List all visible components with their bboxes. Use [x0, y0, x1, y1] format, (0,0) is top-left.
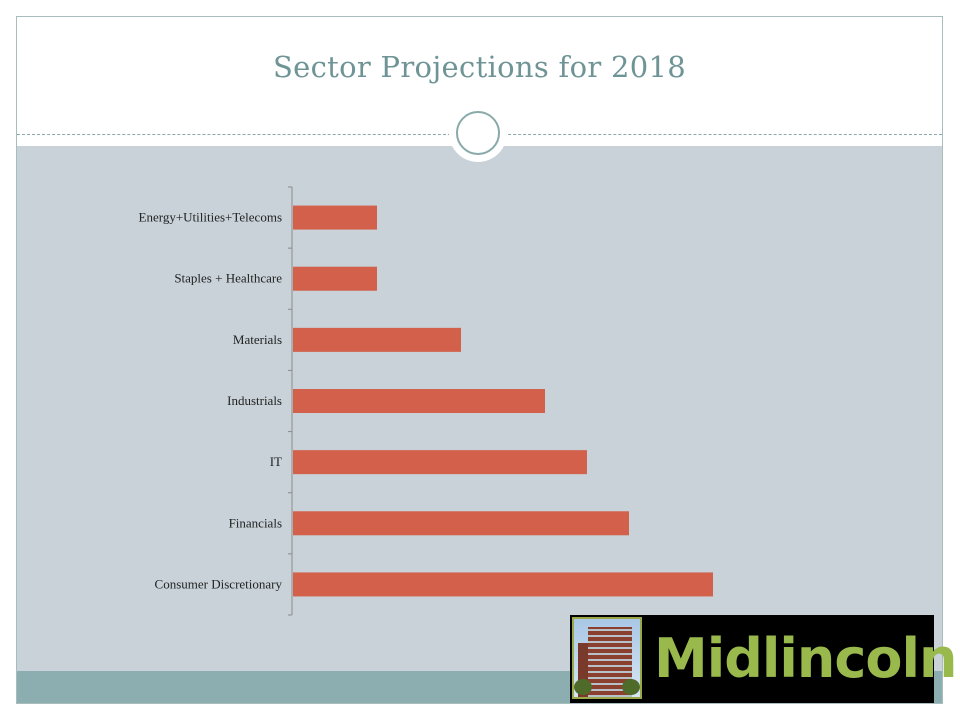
- circle-ornament-icon: [449, 104, 507, 162]
- slide-title: Sector Projections for 2018: [272, 50, 687, 84]
- tree-left: [574, 679, 592, 695]
- tree-right: [622, 679, 640, 695]
- building-photo: [572, 617, 642, 699]
- circle-ornament-ring: [456, 111, 500, 155]
- bar: [293, 389, 545, 413]
- category-label: Consumer Discretionary: [155, 576, 283, 591]
- bar: [293, 266, 377, 291]
- bar: [293, 511, 629, 536]
- bar: [293, 450, 587, 475]
- logo-text: Midlincoln: [654, 627, 957, 690]
- bar: [293, 205, 377, 230]
- bar: [293, 572, 713, 597]
- category-label: Industrials: [227, 393, 282, 408]
- category-label: Energy+Utilities+Telecoms: [139, 210, 282, 225]
- midlincoln-logo: Midlincoln: [570, 615, 957, 703]
- bar: [293, 327, 461, 352]
- category-label: IT: [270, 454, 282, 469]
- category-label: Materials: [233, 332, 282, 347]
- category-label: Financials: [229, 515, 282, 530]
- category-label: Staples + Healthcare: [174, 271, 282, 286]
